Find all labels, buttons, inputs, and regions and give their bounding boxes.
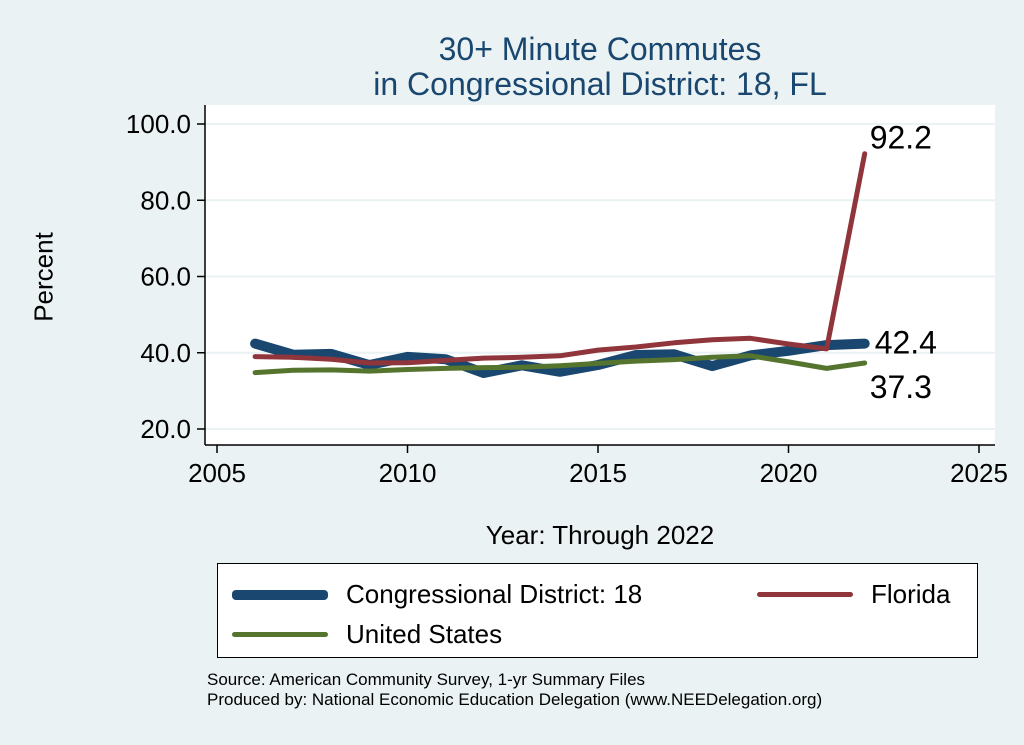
- line-chart: 20.0 40.0 60.0 80.0 100.0 2005 2010 2015 2020 202…: [126, 105, 1008, 488]
- legend-label-florida: Florida: [871, 579, 951, 609]
- legend-swatch-united-states: [232, 632, 328, 637]
- x-tick-label: 2020: [760, 458, 818, 488]
- series-line-united-states: [252, 353, 868, 376]
- source-note: Source: American Community Survey, 1-yr …: [207, 670, 822, 710]
- legend: Congressional District: 18 Florida Unite…: [217, 563, 978, 658]
- x-tick-label: 2015: [569, 458, 627, 488]
- y-tick-label: 60.0: [140, 262, 191, 292]
- legend-item-united-states: United States: [232, 619, 502, 650]
- y-tick-label: 20.0: [140, 414, 191, 444]
- legend-label-district: Congressional District: 18: [346, 579, 643, 609]
- end-label-united-states: 37.3: [870, 369, 932, 405]
- y-tick-label: 100.0: [126, 109, 191, 139]
- legend-swatch-florida: [757, 592, 853, 597]
- chart-title-line1: 30+ Minute Commutes: [438, 31, 762, 67]
- series-line-florida: [252, 151, 868, 366]
- legend-item-district: Congressional District: 18: [232, 579, 642, 610]
- x-tick-label: 2010: [379, 458, 437, 488]
- y-tick-label: 80.0: [140, 185, 191, 215]
- end-label-florida: 92.2: [870, 120, 932, 156]
- chart-title-line2: in Congressional District: 18, FL: [373, 66, 827, 102]
- end-label-district: 42.4: [875, 325, 937, 361]
- source-line-2: Produced by: National Economic Education…: [207, 690, 823, 709]
- legend-label-united-states: United States: [346, 619, 503, 649]
- source-line-1: Source: American Community Survey, 1-yr …: [207, 670, 646, 689]
- x-tick-label: 2025: [950, 458, 1008, 488]
- legend-swatch-district: [232, 589, 328, 600]
- y-tick-label: 40.0: [140, 338, 191, 368]
- y-axis-title: Percent: [28, 232, 59, 322]
- legend-item-florida: Florida: [757, 579, 950, 610]
- x-tick-label: 2005: [188, 458, 246, 488]
- x-axis-title: Year: Through 2022: [485, 520, 715, 550]
